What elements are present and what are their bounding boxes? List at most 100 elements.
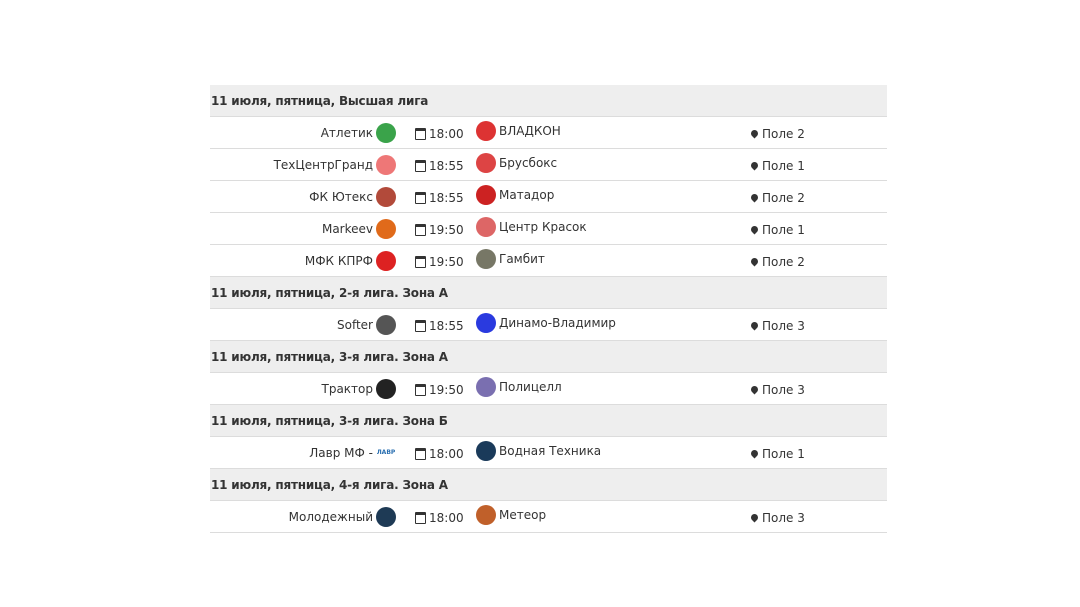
home-team-logo <box>376 154 396 175</box>
home-team-name[interactable]: Лавр МФ - <box>309 445 373 460</box>
home-team-name[interactable]: МФК КПРФ <box>304 253 373 268</box>
match-time-text: 18:55 <box>429 318 464 333</box>
away-team-name[interactable]: ВЛАДКОН <box>499 123 561 138</box>
home-team[interactable]: МФК КПРФ <box>305 245 396 276</box>
away-team-logo <box>476 120 496 141</box>
home-team-name[interactable]: Молодежный <box>288 509 373 524</box>
home-team[interactable]: Markeev <box>322 213 396 244</box>
calendar-icon <box>415 383 426 396</box>
home-team[interactable]: Softer <box>337 309 396 340</box>
away-team-logo <box>476 152 496 173</box>
away-team[interactable]: ВЛАДКОН <box>476 115 561 146</box>
field-name: Поле 1 <box>762 222 805 237</box>
group-header: 11 июля, пятница, 3-я лига. Зона А <box>210 341 887 373</box>
away-team[interactable]: Центр Красок <box>476 211 587 242</box>
map-marker-icon <box>749 192 760 203</box>
away-team[interactable]: Гамбит <box>476 243 545 274</box>
calendar-icon <box>415 255 426 268</box>
home-team-name[interactable]: Markeev <box>321 221 373 236</box>
group-header: 11 июля, пятница, 3-я лига. Зона Б <box>210 405 887 437</box>
home-team[interactable]: Атлетик <box>321 117 396 148</box>
match-field: Поле 2 <box>749 246 805 277</box>
home-team[interactable]: Трактор <box>321 373 396 404</box>
away-team-name[interactable]: Полицелл <box>499 379 562 394</box>
map-marker-icon <box>749 512 760 523</box>
match-time: 19:50 <box>415 374 464 405</box>
match-time-text: 18:00 <box>429 510 464 525</box>
match-field: Поле 1 <box>749 214 805 245</box>
away-team[interactable]: Полицелл <box>476 371 562 402</box>
match-time: 18:55 <box>415 150 464 181</box>
away-team-logo <box>476 184 496 205</box>
home-team[interactable]: Лавр МФ - ЛАВР <box>309 437 396 468</box>
match-schedule: 11 июля, пятница, Высшая лига Атлетик 18:0… <box>210 85 887 533</box>
match-row[interactable]: Молодежный 18:00 Метеор Поле 3 <box>210 501 887 533</box>
away-team-name[interactable]: Водная Техника <box>499 443 602 458</box>
group-header: 11 июля, пятница, Высшая лига <box>210 85 887 117</box>
home-team-logo <box>376 218 396 239</box>
match-field: Поле 3 <box>749 310 805 341</box>
away-team-name[interactable]: Брусбокс <box>499 155 558 170</box>
away-team[interactable]: Водная Техника <box>476 435 601 466</box>
home-team-name[interactable]: Трактор <box>321 381 374 396</box>
match-row[interactable]: Лавр МФ - ЛАВР 18:00 Водная Техника Поле 1 <box>210 437 887 469</box>
map-marker-icon <box>749 160 760 171</box>
group-header: 11 июля, пятница, 2-я лига. Зона А <box>210 277 887 309</box>
home-team-logo <box>376 122 396 143</box>
calendar-icon <box>415 159 426 172</box>
home-team[interactable]: Молодежный <box>289 501 396 532</box>
home-team-name[interactable]: ТехЦентрГранд <box>273 157 373 172</box>
home-team-logo: ЛАВР <box>376 448 396 456</box>
home-team[interactable]: ФК Ютекс <box>309 181 396 212</box>
away-team[interactable]: Метеор <box>476 499 546 530</box>
home-team-name[interactable]: Атлетик <box>320 125 373 140</box>
field-name: Поле 3 <box>762 318 805 333</box>
calendar-icon <box>415 191 426 204</box>
home-team-logo <box>376 314 396 335</box>
away-team-logo <box>476 440 496 461</box>
match-time: 18:00 <box>415 502 464 533</box>
away-team[interactable]: Брусбокс <box>476 147 557 178</box>
match-row[interactable]: Трактор 19:50 Полицелл Поле 3 <box>210 373 887 405</box>
away-team-name[interactable]: Центр Красок <box>499 219 587 234</box>
home-team-logo <box>376 506 396 527</box>
match-time-text: 18:00 <box>429 446 464 461</box>
match-row[interactable]: ТехЦентрГранд 18:55 Брусбокс Поле 1 <box>210 149 887 181</box>
match-time: 18:55 <box>415 182 464 213</box>
map-marker-icon <box>749 384 760 395</box>
match-row[interactable]: Атлетик 18:00 ВЛАДКОН Поле 2 <box>210 117 887 149</box>
home-team-name[interactable]: ФК Ютекс <box>309 189 373 204</box>
away-team-name[interactable]: Матадор <box>499 187 555 202</box>
away-team[interactable]: Матадор <box>476 179 554 210</box>
home-team[interactable]: ТехЦентрГранд <box>274 149 396 180</box>
match-field: Поле 3 <box>749 502 805 533</box>
match-time-text: 19:50 <box>429 382 464 397</box>
field-name: Поле 3 <box>762 510 805 525</box>
match-row[interactable]: ФК Ютекс 18:55 Матадор Поле 2 <box>210 181 887 213</box>
calendar-icon <box>415 319 426 332</box>
home-team-logo <box>376 378 396 399</box>
match-time: 19:50 <box>415 214 464 245</box>
calendar-icon <box>415 127 426 140</box>
match-row[interactable]: МФК КПРФ 19:50 Гамбит Поле 2 <box>210 245 887 277</box>
field-name: Поле 1 <box>762 446 805 461</box>
away-team[interactable]: Динамо-Владимир <box>476 307 616 338</box>
away-team-name[interactable]: Метеор <box>499 507 547 522</box>
match-time-text: 18:55 <box>429 158 464 173</box>
match-field: Поле 1 <box>749 438 805 469</box>
field-name: Поле 2 <box>762 126 805 141</box>
match-time: 18:00 <box>415 118 464 149</box>
home-team-name[interactable]: Softer <box>337 317 373 332</box>
calendar-icon <box>415 223 426 236</box>
field-name: Поле 2 <box>762 254 805 269</box>
match-field: Поле 2 <box>749 182 805 213</box>
match-row[interactable]: Softer 18:55 Динамо-Владимир Поле 3 <box>210 309 887 341</box>
away-team-name[interactable]: Гамбит <box>499 251 545 266</box>
field-name: Поле 2 <box>762 190 805 205</box>
away-team-logo <box>476 312 496 333</box>
match-time-text: 18:55 <box>429 190 464 205</box>
calendar-icon <box>415 447 426 460</box>
match-row[interactable]: Markeev 19:50 Центр Красок Поле 1 <box>210 213 887 245</box>
calendar-icon <box>415 511 426 524</box>
away-team-name[interactable]: Динамо-Владимир <box>499 315 616 330</box>
